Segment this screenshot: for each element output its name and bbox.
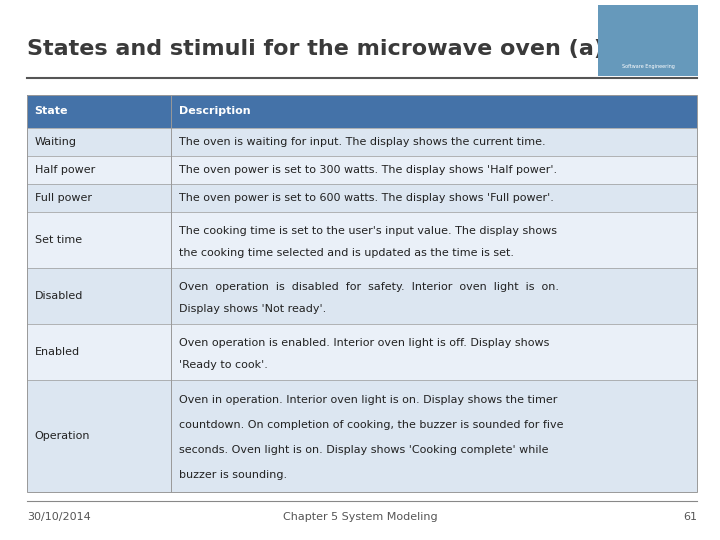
Bar (27, 212, 697, 268)
Text: States and stimuli for the microwave oven (a): States and stimuli for the microwave ove… (27, 38, 604, 59)
Text: seconds. Oven light is on. Display shows 'Cooking complete' while: seconds. Oven light is on. Display shows… (179, 445, 548, 455)
Bar (27, 380, 697, 492)
Text: buzzer is sounding.: buzzer is sounding. (179, 470, 287, 480)
Bar (27, 94, 697, 128)
Text: Description: Description (179, 106, 250, 116)
Bar (27, 325, 697, 380)
Bar (27, 184, 697, 212)
Text: The cooking time is set to the user's input value. The display shows: The cooking time is set to the user's in… (179, 226, 557, 235)
Text: Software Engineering: Software Engineering (621, 64, 675, 69)
Text: Disabled: Disabled (35, 291, 83, 301)
Text: The oven is waiting for input. The display shows the current time.: The oven is waiting for input. The displ… (179, 137, 545, 147)
Text: Chapter 5 System Modeling: Chapter 5 System Modeling (283, 512, 437, 522)
Text: Display shows 'Not ready'.: Display shows 'Not ready'. (179, 304, 325, 314)
Text: The oven power is set to 600 watts. The display shows 'Full power'.: The oven power is set to 600 watts. The … (179, 193, 554, 203)
Text: Oven operation is enabled. Interior oven light is off. Display shows: Oven operation is enabled. Interior oven… (179, 338, 549, 348)
Bar (598, 5, 698, 76)
Text: Set time: Set time (35, 235, 81, 245)
Text: Operation: Operation (35, 431, 90, 441)
Text: Oven in operation. Interior oven light is on. Display shows the timer: Oven in operation. Interior oven light i… (179, 395, 557, 406)
Text: 30/10/2014: 30/10/2014 (27, 512, 91, 522)
Text: countdown. On completion of cooking, the buzzer is sounded for five: countdown. On completion of cooking, the… (179, 420, 563, 430)
Text: The oven power is set to 300 watts. The display shows 'Half power'.: The oven power is set to 300 watts. The … (179, 165, 557, 175)
Bar (27, 94, 697, 492)
Text: Enabled: Enabled (35, 347, 80, 357)
Text: Full power: Full power (35, 193, 91, 203)
Text: Oven  operation  is  disabled  for  safety.  Interior  oven  light  is  on.: Oven operation is disabled for safety. I… (179, 282, 559, 292)
Text: Half power: Half power (35, 165, 95, 175)
Bar (27, 128, 697, 156)
Text: 61: 61 (683, 512, 697, 522)
Bar (27, 156, 697, 184)
Text: State: State (35, 106, 68, 116)
Text: the cooking time selected and is updated as the time is set.: the cooking time selected and is updated… (179, 248, 513, 258)
Bar (27, 268, 697, 325)
Text: Waiting: Waiting (35, 137, 76, 147)
Text: 'Ready to cook'.: 'Ready to cook'. (179, 360, 267, 370)
